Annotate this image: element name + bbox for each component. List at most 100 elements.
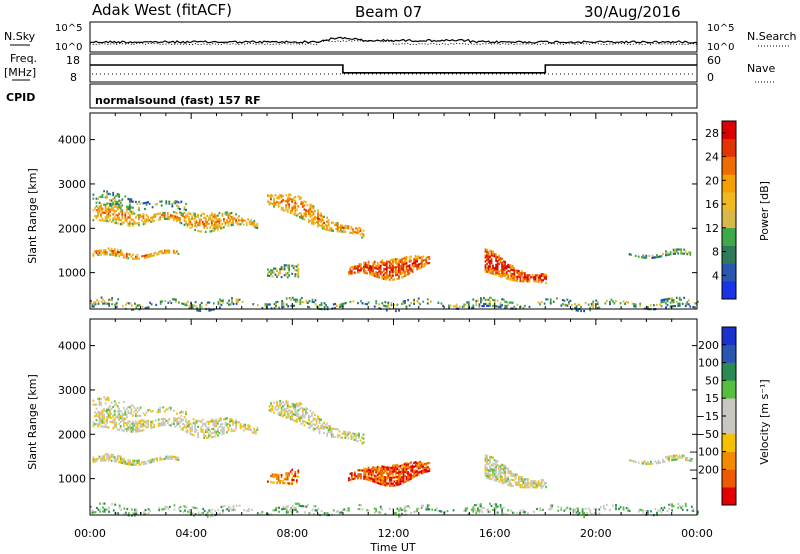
velocity-cell <box>125 462 128 465</box>
noise-right-label: N.Search <box>747 30 797 43</box>
velocity-cell <box>484 460 487 463</box>
power-cell <box>145 214 148 217</box>
velocity-cell <box>501 475 503 478</box>
velocity-y-tick-label: 1000 <box>58 473 86 486</box>
velocity-cell <box>204 434 207 437</box>
velocity-cell <box>405 476 408 479</box>
power-cell <box>180 214 183 217</box>
power-cell <box>121 251 124 254</box>
velocity-cell <box>295 402 298 405</box>
power-cell <box>666 298 669 301</box>
velocity-cell <box>353 434 356 437</box>
power-cell <box>267 274 269 277</box>
velocity-cell <box>197 435 199 438</box>
power-cell <box>115 221 118 225</box>
power-cell <box>124 217 127 221</box>
power-cell <box>92 219 95 222</box>
velocity-cell <box>321 423 324 426</box>
power-cell <box>493 269 496 272</box>
power-cell <box>481 299 484 302</box>
power-cell <box>166 217 169 221</box>
velocity-cell <box>671 456 673 460</box>
velocity-cell <box>220 505 223 509</box>
power-cell <box>292 197 295 200</box>
velocity-cell <box>315 426 318 429</box>
power-cell <box>308 208 310 211</box>
velocity-cell <box>107 412 110 415</box>
velocity-cell <box>130 404 133 407</box>
velocity-cell <box>164 505 167 509</box>
velocity-cell <box>360 475 362 478</box>
velocity-cell <box>227 428 230 431</box>
velocity-cell <box>100 403 102 406</box>
velocity-cell <box>101 425 104 428</box>
velocity-cell <box>311 412 313 415</box>
velocity-colorbar-tick-label: −200 <box>689 463 719 476</box>
velocity-cell <box>297 469 300 472</box>
power-cell <box>513 275 516 278</box>
power-cell <box>285 274 288 277</box>
power-cell <box>490 270 493 273</box>
velocity-cell <box>285 400 288 403</box>
power-cell <box>303 218 306 221</box>
velocity-cell <box>206 430 209 433</box>
power-cell <box>148 253 151 256</box>
power-cell <box>209 218 212 221</box>
velocity-cell <box>375 481 378 484</box>
noise-left-top-tick: 10^5 <box>55 23 82 34</box>
power-cell <box>367 262 370 265</box>
power-cell <box>301 205 304 208</box>
velocity-cell <box>593 508 596 511</box>
velocity-cell <box>382 475 385 478</box>
power-cell <box>138 206 140 209</box>
power-cell <box>301 215 304 218</box>
velocity-cell <box>354 471 356 474</box>
power-cell <box>396 273 399 276</box>
power-cell <box>499 257 502 260</box>
velocity-cell <box>157 424 160 427</box>
power-cell <box>271 269 274 272</box>
velocity-cell <box>507 475 510 478</box>
velocity-cell <box>332 427 335 430</box>
velocity-cell <box>357 475 359 478</box>
power-cell <box>227 212 230 215</box>
power-cell <box>132 222 134 225</box>
velocity-cell <box>396 467 399 470</box>
power-cell <box>402 265 405 268</box>
freq-label-1: Freq. <box>10 52 37 65</box>
velocity-cell <box>97 423 99 426</box>
velocity-cell <box>192 422 195 425</box>
velocity-cell <box>150 426 152 429</box>
power-cell <box>417 265 420 268</box>
power-cell <box>373 262 376 265</box>
velocity-cell <box>495 503 497 506</box>
power-cell <box>493 253 496 256</box>
velocity-cell <box>138 428 140 431</box>
velocity-cell <box>388 472 391 475</box>
power-cell <box>672 248 675 251</box>
velocity-cell <box>103 455 105 458</box>
power-cell <box>314 299 317 302</box>
power-cell <box>540 280 543 283</box>
velocity-cell <box>294 473 297 476</box>
velocity-cell <box>387 472 390 475</box>
velocity-cell <box>384 478 387 481</box>
velocity-cell <box>109 408 111 411</box>
power-cell <box>294 211 297 215</box>
power-cell <box>378 266 381 269</box>
velocity-cell <box>222 505 224 508</box>
power-cell <box>358 269 361 272</box>
velocity-cell <box>507 467 510 470</box>
velocity-cell <box>598 512 601 515</box>
power-cell <box>384 268 387 271</box>
power-cell <box>291 272 294 275</box>
power-cell <box>408 264 411 267</box>
power-cell <box>296 298 299 301</box>
velocity-cell <box>395 472 397 475</box>
velocity-cell <box>557 509 560 512</box>
power-cell <box>142 202 145 205</box>
velocity-cell <box>355 475 358 478</box>
power-cell <box>385 305 388 308</box>
power-cell <box>116 252 119 255</box>
velocity-cell <box>493 467 496 470</box>
